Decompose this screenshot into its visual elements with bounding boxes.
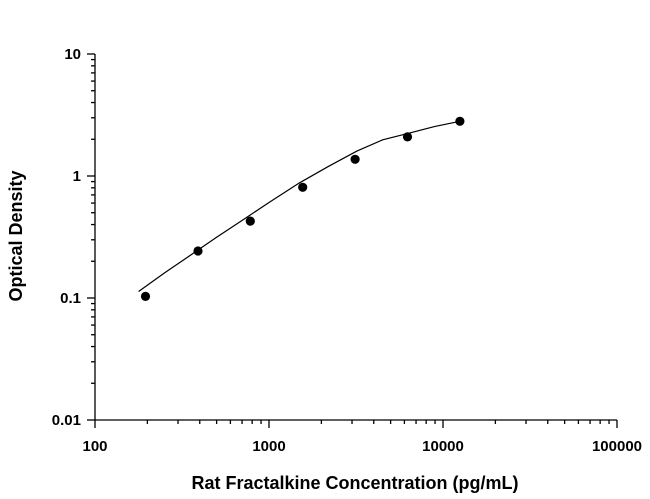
x-axis-title: Rat Fractalkine Concentration (pg/mL) — [191, 473, 518, 493]
axes — [87, 53, 618, 428]
x-tick-label: 100 — [82, 438, 107, 455]
data-point — [350, 154, 360, 164]
data-points — [140, 116, 465, 301]
y-tick-label: 0.01 — [52, 412, 81, 429]
data-point — [455, 116, 465, 126]
tick-labels: 0.01 0.1 1 10 100 1000 10000 100000 — [52, 46, 642, 455]
fit-curve — [138, 120, 461, 292]
y-tick-label: 0.1 — [60, 290, 81, 307]
x-tick-label: 100000 — [592, 438, 642, 455]
y-tick-label: 10 — [64, 46, 81, 63]
y-axis-title: Optical Density — [6, 170, 26, 301]
x-tick-label: 1000 — [252, 438, 285, 455]
data-point — [402, 132, 413, 142]
data-point — [245, 216, 255, 226]
y-tick-label: 1 — [73, 168, 81, 185]
x-tick-label: 10000 — [422, 438, 464, 455]
data-point — [140, 291, 151, 301]
data-point — [193, 246, 203, 256]
data-point — [298, 182, 308, 192]
